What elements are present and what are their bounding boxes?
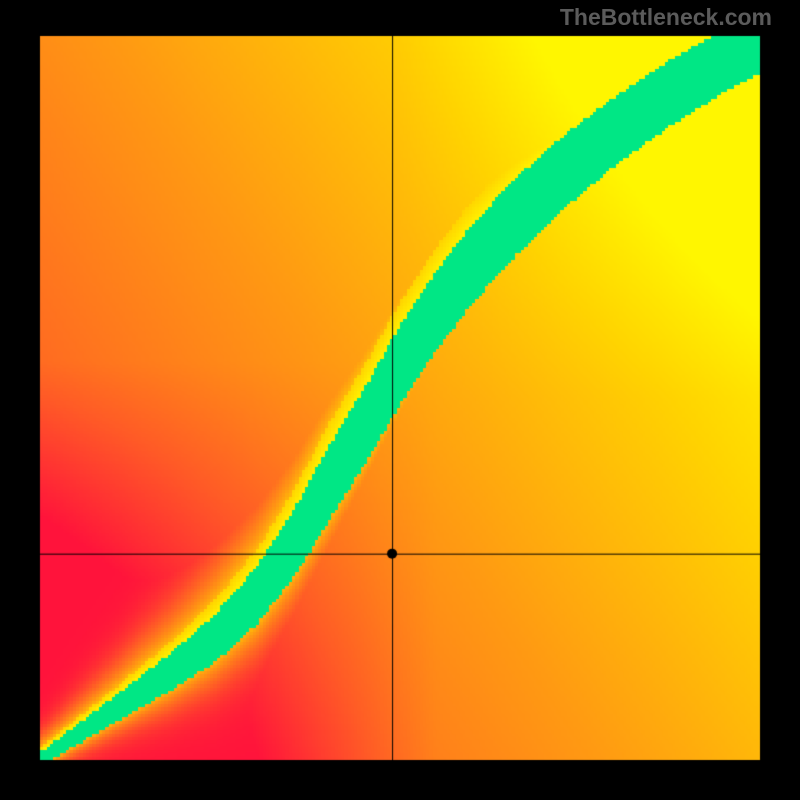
chart-frame: TheBottleneck.com xyxy=(0,0,800,800)
bottleneck-heatmap xyxy=(0,0,800,800)
watermark-text: TheBottleneck.com xyxy=(560,4,772,31)
